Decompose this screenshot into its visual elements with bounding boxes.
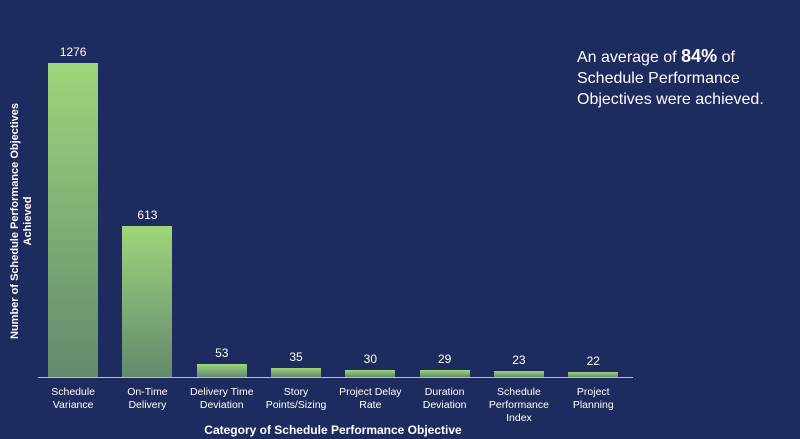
annotation-text: of Schedule Performance Objectives were … — [577, 49, 764, 108]
bar — [271, 368, 322, 377]
bar — [196, 363, 247, 377]
x-tick-label: Duration Deviation — [422, 386, 467, 411]
data-label: 23 — [512, 353, 526, 368]
bar — [48, 62, 99, 377]
x-tick-label: Delivery Time Deviation — [189, 386, 254, 411]
data-label: 29 — [437, 351, 452, 366]
annotation-text: An average of — [577, 49, 677, 66]
data-label: 53 — [215, 345, 229, 360]
x-tick-label: Project Planning — [572, 386, 614, 411]
y-axis-title: Number of Schedule Performance Objective… — [9, 103, 34, 339]
annotation: An average of 84% of Schedule Performanc… — [577, 46, 792, 110]
x-tick-label: Schedule Performance Index — [488, 386, 549, 424]
annotation-highlight: 84% — [681, 46, 718, 66]
bar — [419, 369, 470, 377]
data-label: 22 — [586, 353, 600, 368]
data-label: 30 — [363, 351, 378, 366]
bar — [493, 371, 544, 377]
data-label: 613 — [137, 208, 158, 223]
bar — [345, 369, 396, 377]
x-tick-label: Story Points/Sizing — [265, 386, 327, 411]
x-axis-title: Category of Schedule Performance Objecti… — [204, 423, 462, 437]
bar — [122, 226, 173, 377]
x-tick-label: On-Time Delivery — [127, 386, 168, 411]
x-tick-label: Project Delay Rate — [339, 386, 402, 411]
x-axis-line — [38, 377, 633, 378]
bar — [568, 371, 619, 377]
data-label: 35 — [289, 350, 303, 365]
data-label: 1276 — [59, 44, 87, 59]
x-tick-label: Schedule Variance — [51, 386, 96, 411]
